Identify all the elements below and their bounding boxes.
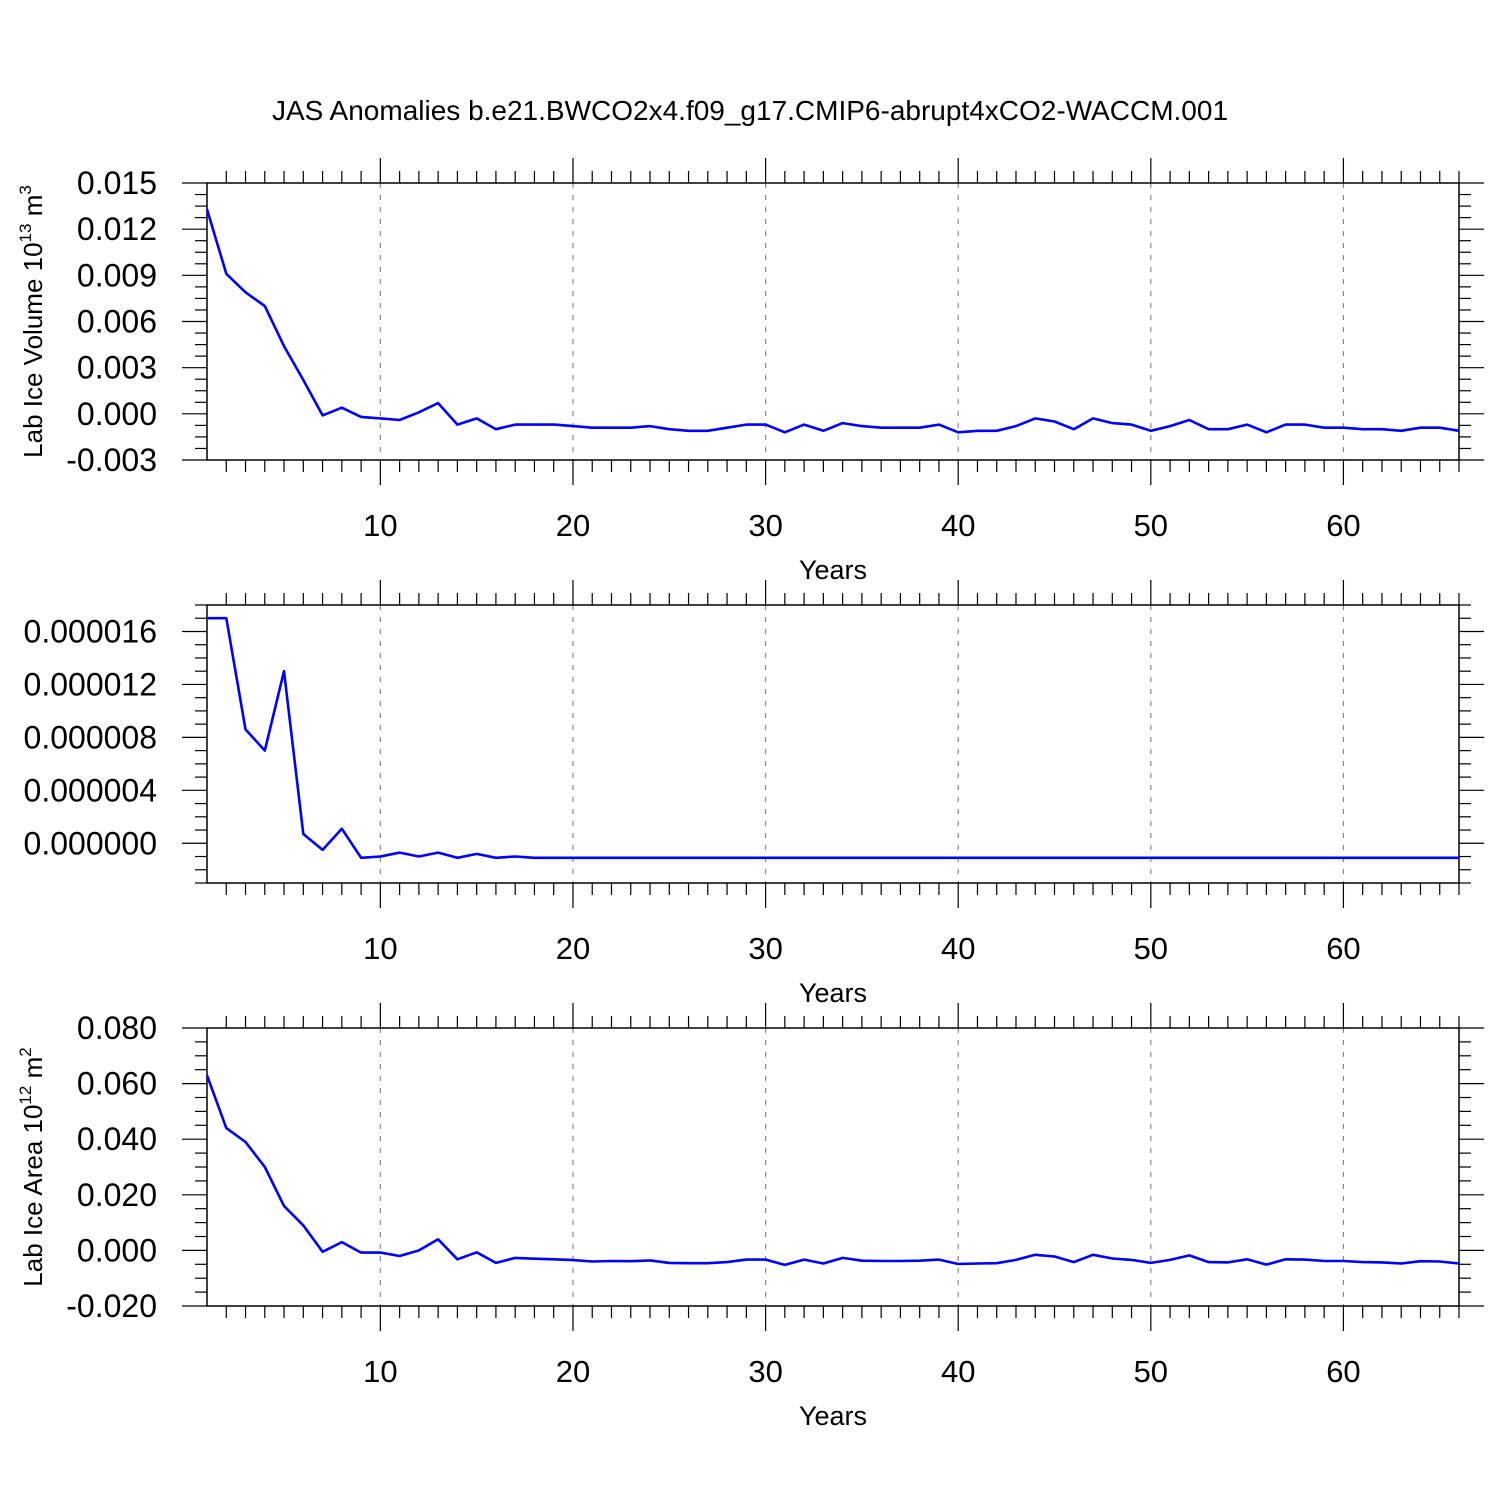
plot-frame — [206, 604, 1460, 884]
panel-lab-ice-area: 10 20 30 40 50 60 0.080 0.060 0.040 0.020 0.000 -0.… — [16, 1003, 1484, 1431]
y-tick-label: -0.003 — [66, 442, 157, 478]
x-tick-label: 40 — [941, 1354, 975, 1389]
x-tick-label: 50 — [1134, 931, 1168, 966]
chart-title: JAS Anomalies b.e21.BWCO2x4.f09_g17.CMIP… — [272, 95, 1228, 126]
y-tick-label: 0.000 — [77, 1232, 157, 1268]
y-axis-label: Lab Ice Volume 1013 m3 — [16, 185, 48, 458]
x-tick-label: 20 — [556, 508, 590, 543]
y-tick-label: 0.000012 — [24, 666, 157, 702]
y-axis-label-unit-exponent: 2 — [16, 1047, 35, 1056]
y-tick-label: 0.006 — [77, 304, 157, 340]
x-tick-label: 40 — [941, 508, 975, 543]
x-tick-label: 10 — [363, 931, 397, 966]
x-axis-label: Years — [799, 1401, 867, 1431]
x-tick-label: 30 — [748, 1354, 782, 1389]
y-axis-label-unit: m — [18, 195, 48, 224]
x-tick-label: 10 — [363, 1354, 397, 1389]
y-tick-label: 0.000004 — [24, 772, 157, 808]
series-line — [205, 1074, 1460, 1267]
y-tick-label: 0.003 — [77, 350, 157, 386]
x-tick-label: 60 — [1326, 508, 1360, 543]
x-tick-label: 10 — [363, 508, 397, 543]
y-axis-label-exponent: 13 — [16, 224, 35, 243]
y-axis-label-unit: m — [18, 1057, 48, 1086]
x-tick-label: 60 — [1326, 931, 1360, 966]
y-tick-label: 0.060 — [77, 1066, 157, 1102]
x-axis-label: Years — [799, 978, 867, 1008]
panel-lab-ice-volume: 10 20 30 40 50 60 0.015 0.012 0.009 0.006 0.003 0.0… — [16, 158, 1484, 585]
y-tick-label: 0.040 — [77, 1121, 157, 1157]
y-tick-label: 0.012 — [77, 211, 157, 247]
y-axis-label-exponent: 12 — [16, 1086, 35, 1105]
x-tick-label: 20 — [556, 931, 590, 966]
x-tick-label: 30 — [748, 931, 782, 966]
y-axis-label-unit-exponent: 3 — [16, 185, 35, 194]
y-tick-label: 0.000016 — [24, 613, 157, 649]
y-axis-label: Lab Ice Area 1012 m2 — [16, 1047, 48, 1286]
y-tick-label: 0.000000 — [24, 825, 157, 861]
y-tick-label: -0.020 — [66, 1288, 157, 1324]
x-tick-label: 20 — [556, 1354, 590, 1389]
y-tick-label: 0.015 — [77, 165, 157, 201]
y-tick-label: 0.080 — [77, 1010, 157, 1046]
y-tick-label: 0.000 — [77, 396, 157, 432]
x-tick-label: 50 — [1134, 1354, 1168, 1389]
y-tick-label: 0.020 — [77, 1177, 157, 1213]
y-tick-label: 0.000008 — [24, 719, 157, 755]
x-tick-label: 30 — [748, 508, 782, 543]
x-tick-label: 40 — [941, 931, 975, 966]
series-line — [205, 208, 1460, 434]
series-line — [207, 616, 1459, 860]
y-axis-label-text: Lab Ice Volume 10 — [18, 242, 48, 457]
x-axis-label: Years — [799, 555, 867, 585]
y-axis-label-text: Lab Ice Area 10 — [18, 1105, 48, 1287]
x-tick-label: 50 — [1134, 508, 1168, 543]
y-tick-label: 0.009 — [77, 257, 157, 293]
x-tick-label: 60 — [1326, 1354, 1360, 1389]
panel-middle-series: 10 20 30 40 50 60 0.000016 0.000012 0.000008 0.00… — [24, 580, 1484, 1008]
